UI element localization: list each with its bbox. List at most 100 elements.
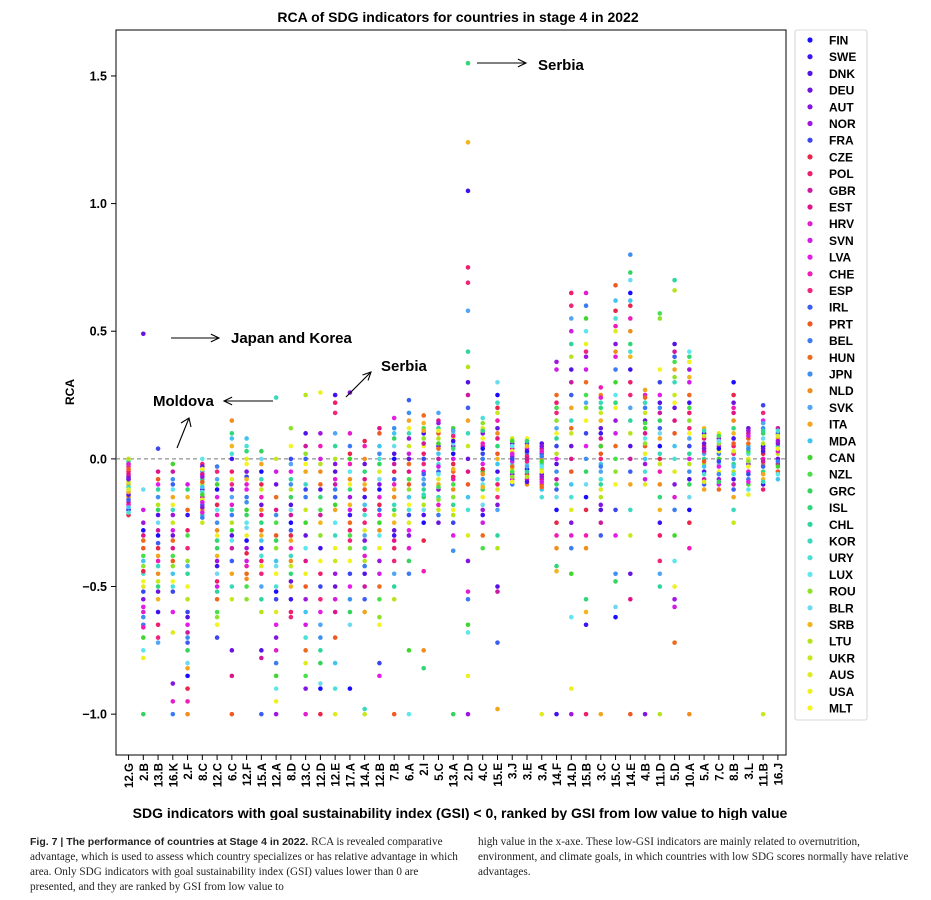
data-point	[583, 596, 589, 602]
data-point	[731, 456, 736, 462]
data-point	[436, 497, 441, 503]
data-point	[406, 711, 412, 717]
data-point	[362, 512, 367, 518]
data-point	[288, 520, 294, 525]
data-point	[347, 686, 353, 691]
data-point	[377, 558, 382, 564]
data-point	[273, 635, 279, 640]
data-point	[775, 476, 781, 482]
data-point	[406, 451, 412, 457]
data-point	[672, 277, 677, 283]
data-point	[613, 379, 618, 385]
x-tick-label: 14.D	[567, 763, 579, 787]
data-point	[288, 614, 294, 620]
data-point	[583, 418, 589, 423]
legend-label: USA	[829, 685, 855, 699]
data-point	[775, 438, 781, 444]
data-point	[465, 431, 471, 436]
data-point	[731, 482, 736, 487]
data-point	[391, 520, 397, 525]
data-point	[391, 533, 397, 538]
data-point	[672, 349, 677, 354]
data-point	[362, 563, 367, 569]
data-point	[347, 476, 353, 482]
data-point	[273, 571, 279, 577]
data-point	[229, 436, 235, 441]
legend-box	[794, 29, 868, 721]
data-point	[288, 507, 294, 513]
data-point	[687, 431, 692, 436]
data-point	[554, 418, 559, 423]
data-point	[244, 512, 249, 518]
data-point	[598, 476, 604, 482]
legend-marker	[807, 338, 813, 344]
y-tick-label: 0.5	[90, 325, 107, 339]
data-point	[568, 494, 574, 500]
data-point	[229, 711, 235, 717]
data-point	[362, 584, 367, 589]
data-point	[568, 443, 574, 449]
data-point	[303, 571, 308, 577]
data-point	[450, 451, 456, 457]
data-point	[244, 525, 249, 531]
data-point	[613, 443, 618, 449]
data-point	[613, 533, 618, 538]
data-point	[406, 443, 412, 449]
data-point	[716, 433, 722, 439]
x-tick-label: 12.E	[331, 763, 343, 787]
data-point	[583, 443, 589, 449]
data-point	[672, 604, 677, 610]
data-point	[377, 487, 382, 492]
data-point	[687, 354, 692, 360]
data-point	[288, 596, 294, 602]
data-point	[259, 487, 264, 492]
data-point	[126, 471, 131, 477]
data-point	[141, 579, 146, 584]
data-point	[244, 436, 249, 441]
legend: FIN SWE DNK DEU AUT NOR FRA CZE POL GBR EST HRV SVN L…	[794, 29, 868, 721]
data-point	[421, 461, 426, 467]
data-point	[362, 487, 367, 492]
data-point	[509, 456, 515, 462]
data-point	[391, 571, 397, 577]
data-point	[155, 476, 161, 482]
data-point	[229, 545, 235, 551]
x-tick-label: 6.C	[227, 763, 239, 781]
data-point	[554, 436, 559, 441]
data-point	[450, 487, 456, 492]
data-point	[495, 436, 500, 441]
x-tick-label: 12.C	[213, 763, 225, 787]
data-point	[672, 288, 677, 293]
data-point	[731, 476, 736, 482]
data-point	[450, 461, 456, 467]
data-point	[185, 533, 190, 538]
data-point	[303, 558, 308, 564]
data-point	[170, 553, 176, 559]
x-tick-label: 6.A	[404, 763, 416, 781]
data-point	[628, 290, 633, 296]
data-point	[583, 316, 589, 321]
data-point	[347, 502, 353, 508]
annotation-japan-korea: Japan and Korea	[231, 330, 353, 347]
legend-label: MDA	[829, 434, 857, 448]
x-tick-label: 14.A	[360, 763, 372, 787]
data-point	[465, 711, 471, 717]
data-point	[436, 502, 441, 508]
data-point	[377, 584, 382, 589]
data-point	[303, 648, 308, 653]
data-point	[436, 420, 441, 426]
data-point	[303, 469, 308, 474]
data-point	[170, 699, 176, 704]
data-point	[377, 528, 382, 533]
data-point	[377, 673, 382, 679]
data-point	[288, 584, 294, 589]
data-point	[229, 512, 235, 518]
data-point	[185, 630, 190, 635]
data-point	[406, 533, 412, 538]
data-point	[539, 454, 545, 459]
data-point	[613, 328, 618, 334]
data-point	[495, 405, 500, 411]
legend-label: ITA	[829, 418, 848, 432]
data-point	[229, 584, 235, 589]
data-point	[583, 379, 589, 385]
